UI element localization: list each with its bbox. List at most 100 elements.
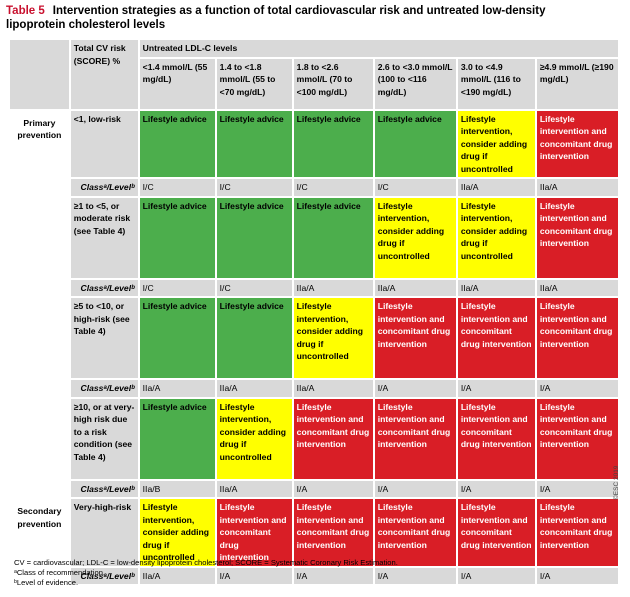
- class-level-label: Classᵃ/Levelᵇ: [70, 567, 138, 584]
- recommendation-cell: Lifestyle advice: [139, 110, 215, 177]
- class-level-value: I/A: [216, 567, 292, 584]
- class-level-value: I/A: [536, 567, 618, 584]
- section-label-primary: Primary prevention: [10, 110, 69, 497]
- recommendation-cell: Lifestyle intervention and concomitant d…: [457, 298, 535, 378]
- table-row: Primary prevention <1, low-risk Lifestyle …: [10, 110, 618, 497]
- class-level-row: Classᵃ/Levelᵇ I/C I/C I/C I/C IIa/A IIa/A: [10, 179, 618, 196]
- class-level-value: I/A: [374, 480, 456, 497]
- risk-column-header: Total CV risk (SCORE) %: [70, 40, 138, 109]
- recommendation-cell: Lifestyle advice: [216, 298, 292, 378]
- ldl-level-header: 3.0 to <4.9 mmol/L (116 to <190 mg/dL): [457, 58, 535, 109]
- recommendation-cell: Lifestyle intervention and concomitant d…: [536, 398, 618, 479]
- class-level-value: IIa/A: [374, 279, 456, 296]
- class-level-value: IIa/A: [536, 279, 618, 296]
- recommendation-cell: Lifestyle intervention and concomitant d…: [457, 398, 535, 479]
- recommendation-cell: Lifestyle intervention and concomitant d…: [536, 499, 618, 566]
- class-level-label: Classᵃ/Levelᵇ: [70, 279, 138, 296]
- class-level-value: I/A: [457, 567, 535, 584]
- ldl-group-header: Untreated LDL-C levels: [139, 40, 618, 57]
- section-label-secondary: Secondary prevention: [10, 499, 69, 584]
- intervention-table: Total CV risk (SCORE) % Untreated LDL-C …: [8, 38, 620, 586]
- ldl-level-headers: <1.4 mmol/L (55 mg/dL) 1.4 to <1.8 mmol/…: [10, 58, 618, 109]
- class-level-value: IIa/A: [536, 179, 618, 196]
- recommendation-cell: Lifestyle advice: [374, 110, 456, 177]
- table-body: Primary prevention <1, low-risk Lifestyle …: [10, 110, 618, 584]
- ldl-level-header: ≥4.9 mmol/L (≥190 mg/dL): [536, 58, 618, 109]
- recommendation-cell: Lifestyle advice: [216, 110, 292, 177]
- class-level-value: I/A: [536, 380, 618, 397]
- recommendation-cell: Lifestyle intervention and concomitant d…: [536, 197, 618, 278]
- ldl-level-header: <1.4 mmol/L (55 mg/dL): [139, 58, 215, 109]
- copyright-mark: ©ESC 2019: [613, 465, 620, 500]
- class-level-value: I/C: [293, 179, 373, 196]
- class-level-value: IIa/A: [293, 279, 373, 296]
- class-level-value: IIa/A: [139, 380, 215, 397]
- recommendation-cell: Lifestyle advice: [216, 197, 292, 278]
- recommendation-cell: Lifestyle intervention and concomitant d…: [457, 499, 535, 566]
- class-level-value: IIa/A: [216, 480, 292, 497]
- ldl-level-header: 1.8 to <2.6 mmol/L (70 to <100 mg/dL): [293, 58, 373, 109]
- class-level-value: IIa/A: [457, 279, 535, 296]
- class-level-row: Classᵃ/Levelᵇ I/C I/C IIa/A IIa/A IIa/A IIa/A: [10, 279, 618, 296]
- class-level-value: I/A: [374, 380, 456, 397]
- class-level-label: Classᵃ/Levelᵇ: [70, 179, 138, 196]
- table-row: ≥10, or at very-high risk due to a risk …: [10, 398, 618, 479]
- risk-category: ≥5 to <10, or high-risk (see Table 4): [70, 298, 138, 378]
- recommendation-cell: Lifestyle intervention, consider adding …: [374, 197, 456, 278]
- class-level-row: Classᵃ/Levelᵇ IIa/A IIa/A IIa/A I/A I/A I/A: [10, 380, 618, 397]
- risk-category: ≥10, or at very-high risk due to a risk …: [70, 398, 138, 479]
- risk-category: <1, low-risk: [70, 110, 138, 177]
- recommendation-cell: Lifestyle intervention, consider adding …: [457, 197, 535, 278]
- class-level-value: I/A: [293, 480, 373, 497]
- class-level-value: I/A: [293, 567, 373, 584]
- class-level-value: I/C: [139, 179, 215, 196]
- class-level-value: IIa/A: [293, 380, 373, 397]
- footnotes: CV = cardiovascular; LDL-C = low-density…: [14, 558, 398, 588]
- table-caption: Intervention strategies as a function of…: [6, 5, 546, 31]
- table-row: ≥1 to <5, or moderate risk (see Table 4)…: [10, 197, 618, 278]
- class-level-label: Classᵃ/Levelᵇ: [70, 380, 138, 397]
- table-row: Secondary prevention Very-high-risk Lifest…: [10, 499, 618, 584]
- recommendation-cell: Lifestyle intervention and concomitant d…: [216, 499, 292, 566]
- class-level-value: I/A: [536, 480, 618, 497]
- class-level-value: IIa/B: [139, 480, 215, 497]
- class-level-value: I/C: [216, 179, 292, 196]
- recommendation-cell: Lifestyle advice: [139, 398, 215, 479]
- class-level-value: IIa/A: [216, 380, 292, 397]
- table-row: ≥5 to <10, or high-risk (see Table 4) Lif…: [10, 298, 618, 378]
- recommendation-cell: Lifestyle intervention and concomitant d…: [293, 499, 373, 566]
- footnote-level: ᵇLevel of evidence.: [14, 578, 79, 587]
- recommendation-cell: Lifestyle intervention and concomitant d…: [536, 298, 618, 378]
- class-level-value: I/C: [374, 179, 456, 196]
- recommendation-cell: Lifestyle intervention, consider adding …: [293, 298, 373, 378]
- recommendation-cell: Lifestyle intervention and concomitant d…: [536, 110, 618, 177]
- table-number: Table 5: [6, 5, 45, 17]
- recommendation-cell: Lifestyle intervention and concomitant d…: [293, 398, 373, 479]
- risk-category: ≥1 to <5, or moderate risk (see Table 4): [70, 197, 138, 278]
- class-level-value: I/A: [374, 567, 456, 584]
- recommendation-cell: Lifestyle advice: [139, 298, 215, 378]
- class-level-value: IIa/A: [457, 179, 535, 196]
- class-level-value: IIa/A: [139, 567, 215, 584]
- class-level-value: I/C: [216, 279, 292, 296]
- class-level-label: Classᵃ/Levelᵇ: [70, 480, 138, 497]
- corner-cell: [10, 40, 69, 109]
- class-level-value: I/C: [139, 279, 215, 296]
- table-title: Table 5 Intervention strategies as a func…: [6, 4, 606, 32]
- recommendation-cell: Lifestyle intervention, consider adding …: [216, 398, 292, 479]
- recommendation-cell: Lifestyle intervention, consider adding …: [457, 110, 535, 177]
- footnote-abbrev: CV = cardiovascular; LDL-C = low-density…: [14, 558, 398, 567]
- ldl-level-header: 1.4 to <1.8 mmol/L (55 to <70 mg/dL): [216, 58, 292, 109]
- recommendation-cell: Lifestyle intervention and concomitant d…: [374, 398, 456, 479]
- class-level-value: I/A: [457, 380, 535, 397]
- class-level-value: I/A: [457, 480, 535, 497]
- recommendation-cell: Lifestyle advice: [293, 197, 373, 278]
- class-level-row: Classᵃ/Levelᵇ IIa/A I/A I/A I/A I/A I/A: [10, 567, 618, 584]
- class-level-row: Classᵃ/Levelᵇ IIa/B IIa/A I/A I/A I/A I/A: [10, 480, 618, 497]
- recommendation-cell: Lifestyle intervention, consider adding …: [139, 499, 215, 566]
- footnote-class: ᵃClass of recommendation.: [14, 568, 106, 577]
- recommendation-cell: Lifestyle advice: [139, 197, 215, 278]
- ldl-level-header: 2.6 to <3.0 mmol/L (100 to <116 mg/dL): [374, 58, 456, 109]
- recommendation-cell: Lifestyle advice: [293, 110, 373, 177]
- recommendation-cell: Lifestyle intervention and concomitant d…: [374, 298, 456, 378]
